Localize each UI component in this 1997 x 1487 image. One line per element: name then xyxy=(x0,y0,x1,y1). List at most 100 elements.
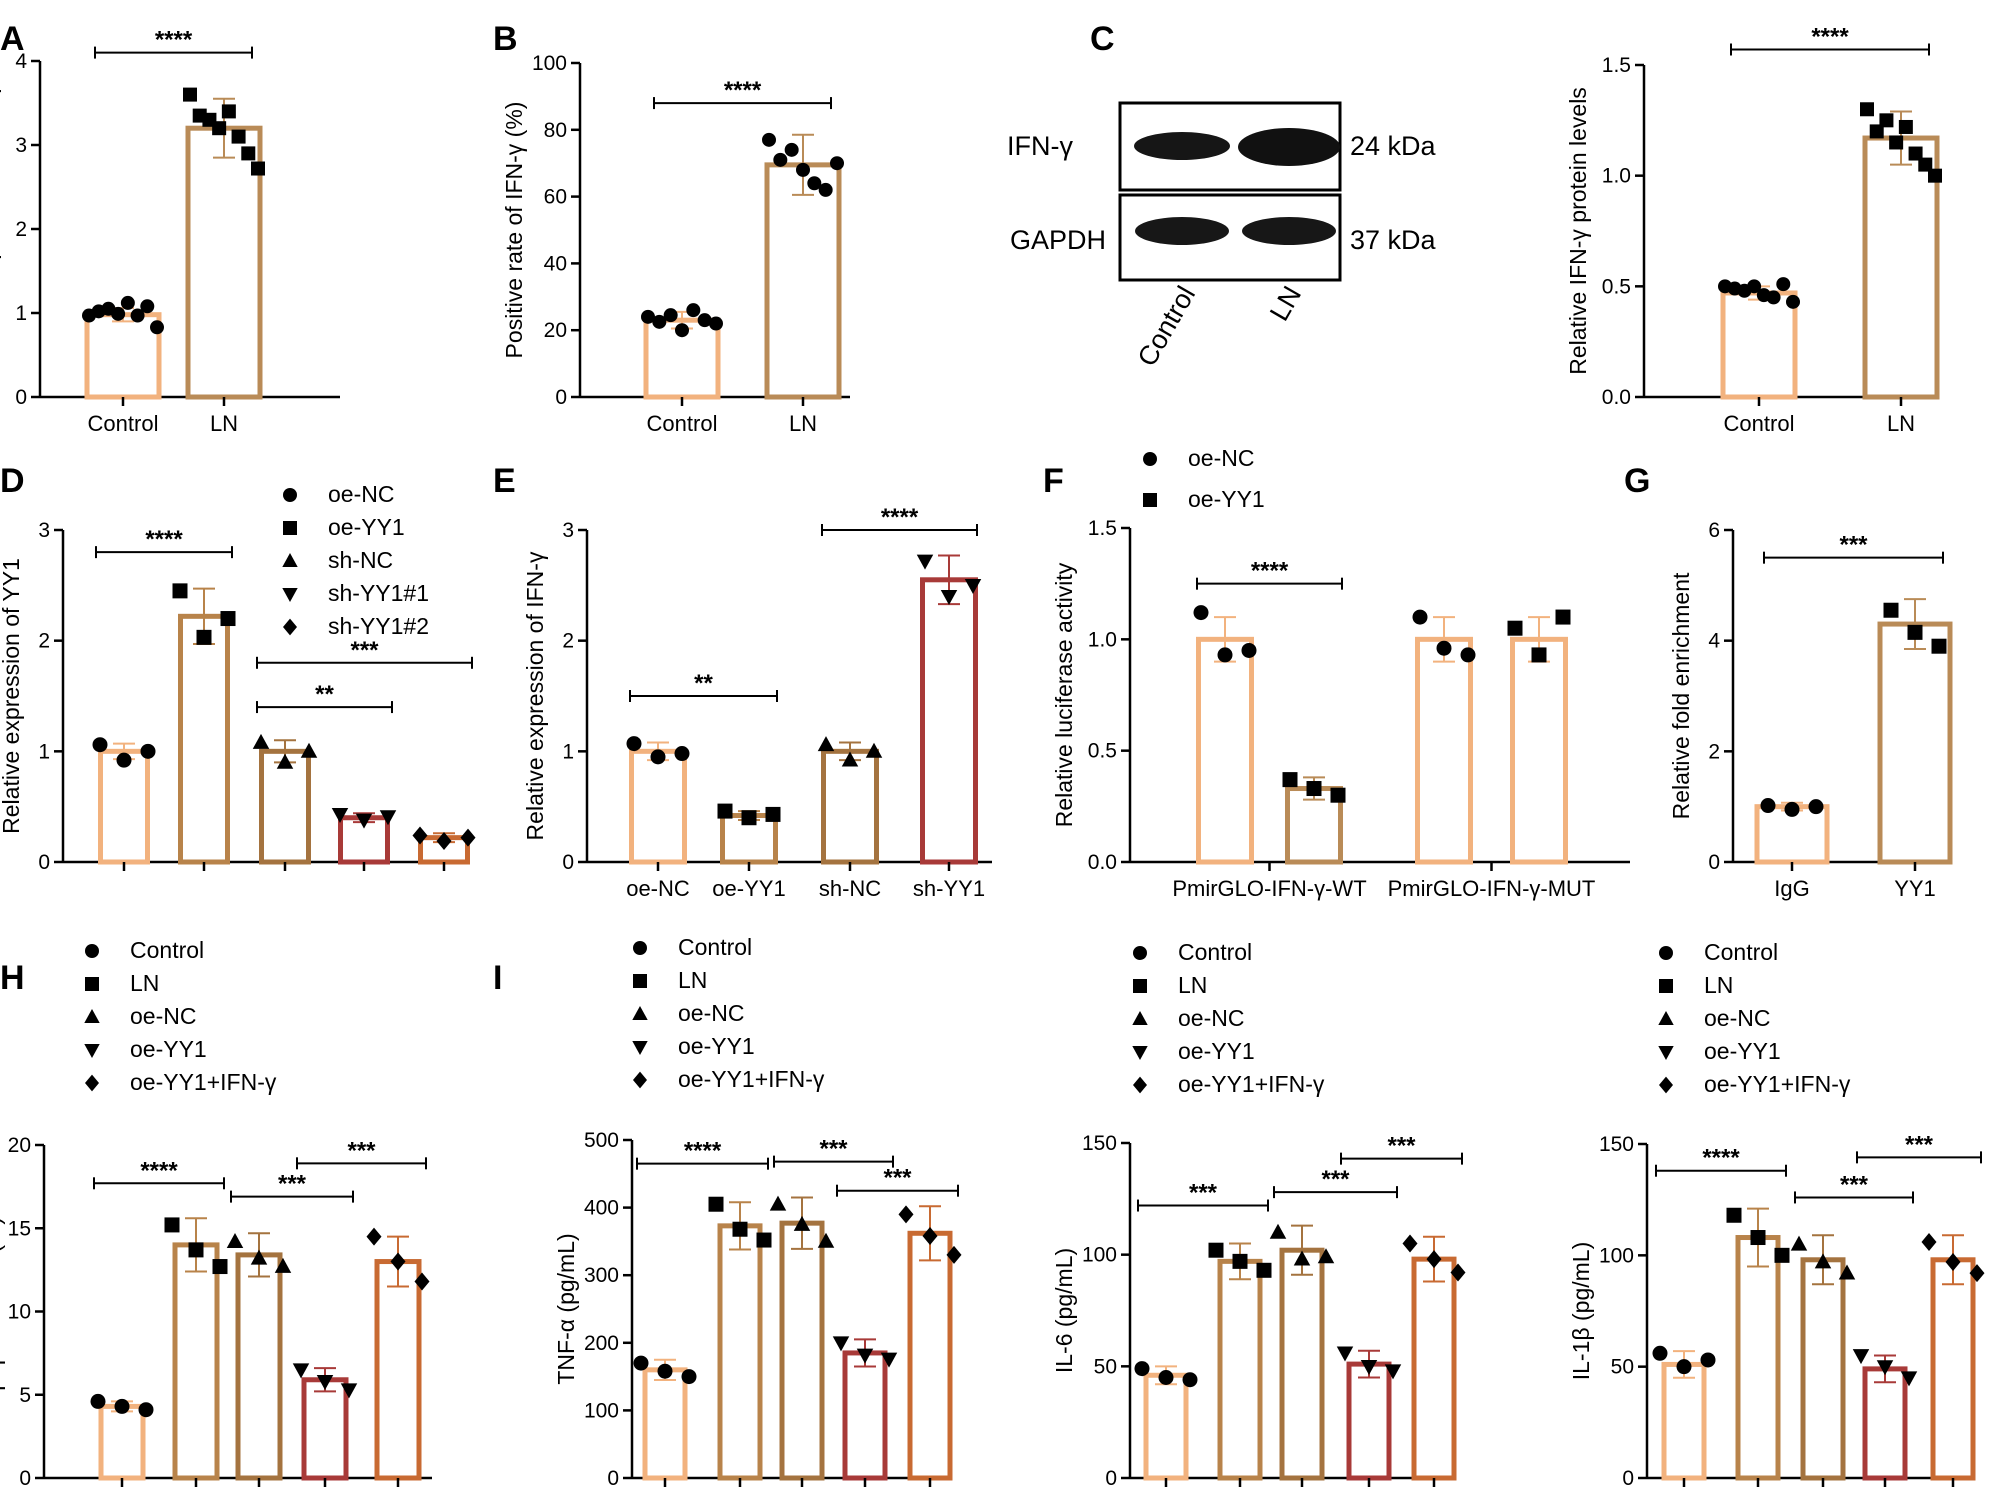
legend-marker xyxy=(1658,1046,1674,1061)
band-ifng-ln xyxy=(1238,128,1340,166)
x-tick-label: PmirGLO-IFN-γ-WT xyxy=(1172,876,1366,901)
legend-entry: oe-NC xyxy=(1188,445,1254,471)
data-point xyxy=(1700,1352,1716,1368)
data-point xyxy=(675,323,689,338)
bar xyxy=(1661,1361,1707,1481)
x-tick-label: YY1 xyxy=(1894,876,1936,901)
data-point xyxy=(1776,277,1791,292)
data-point xyxy=(817,1232,835,1248)
legend-marker xyxy=(633,974,647,988)
bar xyxy=(920,577,978,865)
data-point xyxy=(641,309,655,324)
data-point xyxy=(316,1375,334,1391)
significance-label: *** xyxy=(819,1136,848,1163)
bar xyxy=(1510,636,1568,865)
y-axis-label: Relative expression of YY1 xyxy=(0,558,24,834)
data-point xyxy=(111,306,126,321)
data-point xyxy=(1182,1372,1198,1388)
chart-G: 0 2 4 6 Relative fold enrichment G IgG YY1 *** xyxy=(1624,462,1953,901)
legend-marker xyxy=(1658,1010,1674,1025)
legend-entry: oe-YY1 xyxy=(1178,1038,1255,1064)
significance-label: **** xyxy=(145,526,183,553)
legend-marker xyxy=(1133,1076,1147,1094)
data-point xyxy=(769,1195,787,1211)
data-point xyxy=(114,1398,130,1414)
legend-entry: LN xyxy=(1178,972,1207,998)
y-axis-label: Relative expression of IFN-γ xyxy=(522,551,548,840)
legend-entry: oe-YY1+IFN-γ xyxy=(1178,1071,1325,1097)
y-tick-label: 1.0 xyxy=(1088,628,1117,651)
legend-marker xyxy=(282,588,298,603)
data-point xyxy=(1908,146,1923,161)
significance-bracket: **** xyxy=(653,77,832,110)
data-point xyxy=(964,578,982,594)
data-point xyxy=(1918,157,1933,172)
data-point xyxy=(940,590,958,606)
data-point xyxy=(414,1272,430,1291)
legend-marker xyxy=(85,944,99,958)
x-tick-label: LN xyxy=(210,411,238,436)
blot-lane-label-ln: LN xyxy=(1264,281,1307,326)
data-point xyxy=(188,1242,204,1258)
data-point xyxy=(226,1232,244,1248)
blot-band-label-ifng: IFN-γ xyxy=(1007,131,1073,161)
significance-label: **** xyxy=(140,1157,178,1184)
data-point xyxy=(1766,290,1781,305)
bar xyxy=(98,1403,146,1481)
data-point xyxy=(697,313,712,328)
data-point xyxy=(796,162,810,177)
bar xyxy=(1411,1256,1457,1481)
bar xyxy=(84,312,162,400)
data-point xyxy=(856,1348,874,1364)
y-tick-label: 0.5 xyxy=(1088,740,1117,763)
data-point xyxy=(1436,640,1452,656)
data-point xyxy=(741,810,757,826)
data-point xyxy=(762,132,776,147)
band-gapdh-ln xyxy=(1242,217,1336,245)
data-point xyxy=(252,733,270,749)
data-point xyxy=(708,1196,724,1212)
y-tick-label: 0 xyxy=(38,851,50,874)
y-tick-label: 50 xyxy=(1611,1356,1634,1379)
y-tick-label: 4 xyxy=(1708,630,1720,653)
data-point xyxy=(1232,1253,1248,1269)
y-tick-label: 150 xyxy=(1082,1132,1117,1155)
chart-A: 0 1 2 3 4 Relative expression of IFN-γ A Contro… xyxy=(0,20,340,436)
band-gapdh-control xyxy=(1135,217,1229,245)
legend: Control LN oe-NC oe-YY1 oe-YY1+IFN-γ xyxy=(1658,939,1851,1097)
data-point xyxy=(92,737,108,753)
data-point xyxy=(717,803,733,819)
y-axis-label: Relative fold enrichment xyxy=(1668,572,1694,819)
bar xyxy=(98,748,150,865)
data-point xyxy=(652,314,667,329)
data-point xyxy=(1460,647,1476,663)
y-axis-label: TNF-α (pg/mL) xyxy=(553,1233,579,1384)
data-point xyxy=(1879,113,1894,128)
data-point xyxy=(756,1232,772,1248)
data-point xyxy=(130,308,145,323)
legend-marker xyxy=(1659,979,1673,993)
data-point xyxy=(1293,1250,1311,1266)
data-point xyxy=(841,751,859,767)
y-axis-label: IL-6 (pg/mL) xyxy=(1051,1248,1077,1373)
data-point xyxy=(1898,119,1913,134)
x-tick-label: LN xyxy=(1887,411,1915,436)
data-point xyxy=(250,1249,268,1265)
x-tick-label: Control xyxy=(1724,411,1795,436)
panel-label: B xyxy=(493,20,518,58)
significance-bracket: **** xyxy=(93,1157,225,1190)
bar xyxy=(1800,1257,1846,1481)
blot-lane-label-control: Control xyxy=(1132,281,1202,371)
y-tick-label: 1.5 xyxy=(1602,54,1631,77)
significance-label: ** xyxy=(315,681,334,708)
data-point xyxy=(1360,1359,1378,1375)
legend: Control LN oe-NC oe-YY1 oe-YY1+IFN-γ xyxy=(84,937,277,1095)
bar xyxy=(1143,1372,1189,1481)
legend-entry: Control xyxy=(1178,939,1252,965)
legend-entry: oe-YY1+IFN-γ xyxy=(678,1066,825,1092)
data-point xyxy=(663,308,678,323)
legend-marker xyxy=(1132,1046,1148,1061)
y-tick-label: 1.5 xyxy=(1088,517,1117,540)
panel-label: E xyxy=(493,462,516,500)
legend: oe-NC oe-YY1 xyxy=(1143,445,1265,512)
